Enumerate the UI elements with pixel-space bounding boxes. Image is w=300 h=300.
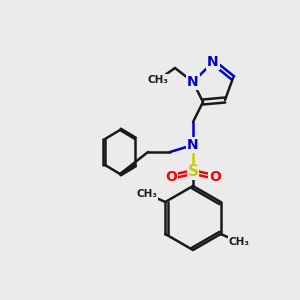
Text: O: O xyxy=(209,170,221,184)
Text: S: S xyxy=(188,164,199,179)
Text: N: N xyxy=(187,75,199,89)
Text: CH₃: CH₃ xyxy=(137,189,158,199)
Text: O: O xyxy=(165,170,177,184)
Text: N: N xyxy=(207,55,219,69)
Text: CH₃: CH₃ xyxy=(228,237,249,247)
Text: N: N xyxy=(187,138,199,152)
Text: CH₃: CH₃ xyxy=(148,75,169,85)
